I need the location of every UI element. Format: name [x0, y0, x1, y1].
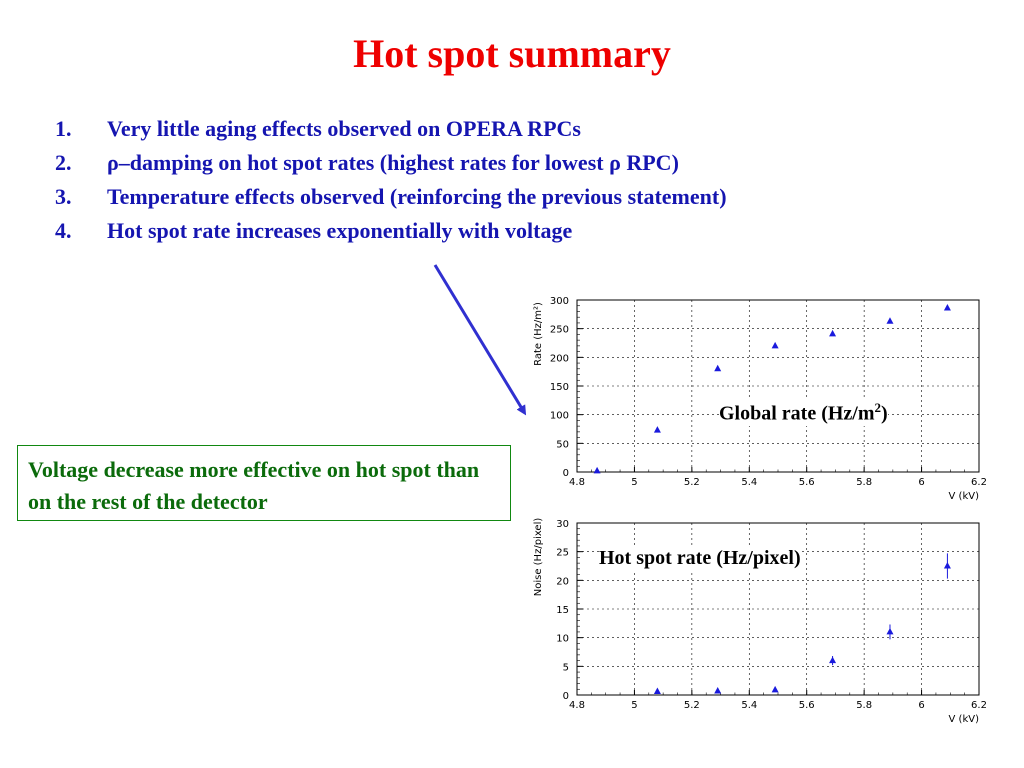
- bullet-number: 1.: [55, 116, 72, 141]
- bullet-item: 2. ρ–damping on hot spot rates (highest r…: [55, 146, 727, 180]
- x-tick-label: 5: [631, 700, 637, 711]
- hot-spot-label: Hot spot rate (Hz/pixel): [599, 547, 801, 570]
- data-point: [829, 329, 837, 337]
- global-rate-label: Global rate (Hz/m2): [719, 400, 888, 426]
- data-point: [943, 304, 951, 311]
- y-tick-label: 10: [556, 634, 569, 645]
- bullet-text: Temperature effects observed (reinforcin…: [107, 184, 727, 209]
- data-point: [829, 656, 837, 664]
- arrow-line: [433, 264, 527, 416]
- y-tick-label: 0: [563, 468, 569, 479]
- x-tick-label: 5.4: [741, 477, 757, 488]
- y-tick-label: 250: [550, 325, 569, 336]
- y-tick-label: 25: [556, 548, 569, 559]
- y-tick-label: 20: [556, 576, 569, 587]
- x-axis-title: V (kV): [949, 714, 980, 725]
- bullet-list: 1. Very little aging effects observed on …: [55, 112, 727, 248]
- x-tick-label: 6.2: [971, 700, 987, 711]
- global-rate-plot: 4.8 5 5.2 5.4 5.6 5.8 6 6.2 0 50 100 150 200 250 300 V …: [533, 296, 987, 502]
- hot-spot-plot: 4.8 5 5.2 5.4 5.6 5.8 6 6.2 0 5 10 15 20 25 30 V (kV) No…: [533, 518, 987, 725]
- y-tick-label: 30: [556, 519, 569, 530]
- data-point: [771, 685, 779, 693]
- y-axis-title: Noise (Hz/pixel): [533, 518, 544, 597]
- data-point: [714, 364, 722, 372]
- slide-title: Hot spot summary: [353, 31, 671, 76]
- x-tick-label: 5.2: [684, 477, 700, 488]
- x-tick-label: 5.8: [856, 700, 872, 711]
- y-tick-label: 5: [563, 662, 569, 673]
- x-tick-label: 6.2: [971, 477, 987, 488]
- y-tick-label: 15: [556, 605, 569, 616]
- global-rate-chart: 4.8 5 5.2 5.4 5.6 5.8 6 6.2 0 50 100 150 200 250 300 V …: [525, 285, 995, 510]
- x-tick-label: 6: [918, 477, 924, 488]
- x-tick-label: 5.4: [741, 700, 757, 711]
- x-tick-label: 5: [631, 477, 637, 488]
- data-point: [714, 686, 722, 694]
- x-tick-label: 5.6: [799, 700, 815, 711]
- y-tick-label: 150: [550, 382, 569, 393]
- global-rate-label-text: Global rate (Hz/m: [719, 402, 875, 425]
- bullet-item: 3. Temperature effects observed (reinforc…: [55, 180, 727, 214]
- y-tick-label: 100: [550, 411, 569, 422]
- data-point: [943, 562, 951, 569]
- y-tick-label: 50: [556, 439, 569, 450]
- y-axis-title: Rate (Hz/m²): [533, 302, 544, 366]
- data-point: [593, 466, 601, 474]
- bullet-text: ρ–damping on hot spot rates (highest rat…: [107, 150, 679, 175]
- x-tick-label: 5.8: [856, 477, 872, 488]
- data-point: [886, 317, 894, 324]
- x-tick-label: 4.8: [569, 477, 585, 488]
- y-tick-label: 200: [550, 353, 569, 364]
- y-tick-label: 0: [563, 691, 569, 702]
- data-point: [653, 426, 661, 433]
- bullet-text: Hot spot rate increases exponentially wi…: [107, 218, 573, 243]
- data-point: [653, 687, 661, 695]
- bullet-item: 1. Very little aging effects observed on …: [55, 112, 727, 146]
- x-tick-label: 5.6: [799, 477, 815, 488]
- x-axis-title: V (kV): [949, 491, 980, 502]
- data-point: [771, 341, 779, 349]
- bullet-number: 4.: [55, 218, 72, 243]
- global-rate-label-sup: 2: [874, 400, 882, 415]
- global-rate-label-end: ): [881, 402, 888, 425]
- callout-box: Voltage decrease more effective on hot s…: [17, 445, 511, 521]
- x-tick-label: 6: [918, 700, 924, 711]
- data-point: [886, 627, 894, 635]
- hot-spot-chart: 4.8 5 5.2 5.4 5.6 5.8 6 6.2 0 5 10 15 20 25 30 V (kV) No…: [525, 512, 995, 738]
- bullet-number: 2.: [55, 150, 72, 175]
- bullet-number: 3.: [55, 184, 72, 209]
- x-tick-label: 4.8: [569, 700, 585, 711]
- bullet-item: 4. Hot spot rate increases exponentially …: [55, 214, 727, 248]
- bullet-text: Very little aging effects observed on OP…: [107, 116, 581, 141]
- x-tick-label: 5.2: [684, 700, 700, 711]
- y-tick-label: 300: [550, 296, 569, 307]
